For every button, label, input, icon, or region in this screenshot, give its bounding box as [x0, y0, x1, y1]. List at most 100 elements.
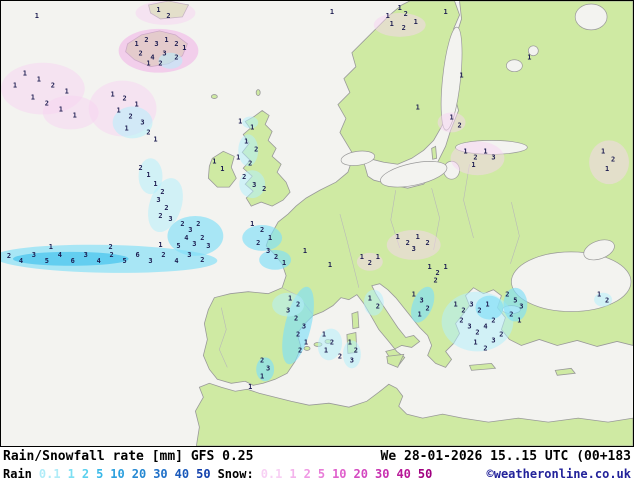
precip-value: 6: [135, 251, 139, 259]
precip-value: 3: [252, 181, 256, 189]
scale-value: 2: [303, 467, 311, 481]
precip-value: 1: [238, 117, 242, 125]
scale-value: 10: [332, 467, 347, 481]
precip-value: 2: [109, 243, 113, 251]
land-gotland: [431, 145, 438, 160]
rain-area: [112, 106, 153, 139]
precip-value: 2: [426, 239, 430, 247]
lake-onega: [527, 45, 539, 57]
precip-value: 1: [220, 165, 224, 173]
precip-value: 6: [71, 257, 75, 265]
precip-value: 1: [330, 8, 334, 16]
precip-value: 2: [146, 128, 150, 136]
snow-scale: 0.1 1 2 5 10 20 30 40 50: [261, 467, 433, 481]
precip-value: 3: [140, 118, 144, 126]
baltic-sea: [380, 161, 448, 188]
rain-area: [242, 116, 259, 129]
land-faroe: [210, 94, 218, 99]
rain-area: [242, 224, 283, 251]
snow-area: [135, 1, 196, 25]
precip-value: 2: [296, 330, 300, 338]
precip-value: 2: [200, 256, 204, 264]
precip-value: 2: [260, 356, 264, 364]
scale-value: 5: [317, 467, 326, 481]
precip-value: 1: [605, 165, 609, 173]
rain-area: [259, 249, 292, 270]
rain-area: [282, 286, 314, 365]
precip-value: 1: [386, 12, 390, 20]
sea-of-azov: [583, 239, 615, 261]
precip-value: 1: [324, 346, 328, 354]
precip-value: 1: [471, 161, 475, 169]
precip-value: 1: [49, 243, 53, 251]
rain-label: Rain: [3, 467, 32, 481]
precip-value: 3: [154, 40, 158, 48]
scale-value: 20: [131, 467, 147, 481]
precip-value: 1: [418, 311, 422, 319]
precip-value: 2: [509, 311, 513, 319]
land-cyprus: [554, 367, 576, 376]
skagerrak: [340, 150, 376, 166]
precip-value: 1: [153, 135, 157, 143]
precip-value: 1: [485, 301, 489, 309]
copyright: ©weatheronline.co.uk: [486, 467, 632, 481]
precip-value: 2: [248, 159, 252, 167]
precip-value: 4: [58, 251, 62, 259]
precip-value: 1: [31, 94, 35, 102]
rain-area: [317, 328, 343, 361]
precip-value: 2: [123, 95, 127, 103]
rain-area: [342, 340, 361, 369]
precip-value: 2: [180, 220, 184, 228]
precip-value: 1: [453, 301, 457, 309]
snow-area: [589, 140, 630, 185]
footer-title-row: Rain/Snowfall rate [mm] GFS 0.25 We 28-0…: [3, 449, 631, 464]
precip-value: 3: [32, 251, 36, 259]
precip-value: 2: [242, 173, 246, 181]
precip-value: 2: [605, 297, 609, 305]
precip-value: 2: [459, 317, 463, 325]
precip-value: 1: [398, 4, 402, 12]
precip-value: 2: [161, 251, 165, 259]
precip-value: 4: [150, 54, 154, 62]
precip-value: 3: [350, 356, 354, 364]
white-sea: [574, 3, 608, 31]
legend-row: Rain 0.1 1 2 5 10 20 30 40 50 Snow: 0.1 1 2 5 10 20 30…: [3, 467, 631, 481]
precip-value: 2: [110, 251, 114, 259]
precip-value: 2: [174, 40, 178, 48]
precip-value: 2: [256, 239, 260, 247]
scale-value: 0.1: [260, 467, 283, 481]
precip-value: 1: [117, 107, 121, 115]
precip-value: 1: [146, 171, 150, 179]
precip-value: 2: [338, 352, 342, 360]
snow-area: [450, 141, 505, 176]
precip-value: 3: [491, 336, 495, 344]
precip-value: 2: [45, 100, 49, 108]
precip-value: 1: [463, 147, 467, 155]
rain-area: [272, 292, 305, 317]
precip-value: 5: [123, 257, 127, 265]
precip-value: 2: [491, 317, 495, 325]
precip-value: 2: [473, 153, 477, 161]
land-crete: [468, 362, 497, 371]
precip-value: 2: [296, 301, 300, 309]
precip-value: 2: [164, 204, 168, 212]
rain-area-heavy: [12, 251, 129, 266]
precip-value: 1: [124, 124, 128, 132]
precip-value: 2: [499, 330, 503, 338]
precip-value: 1: [134, 40, 138, 48]
precip-value: 5: [176, 242, 180, 250]
precip-value: 1: [156, 6, 160, 14]
precip-value: 1: [416, 233, 420, 241]
precip-value: 1: [288, 295, 292, 303]
scale-value: 20: [353, 467, 368, 481]
rain-area: [411, 286, 435, 323]
precip-value: 1: [146, 60, 150, 68]
rain-area: [256, 357, 275, 382]
precip-value: 1: [304, 338, 308, 346]
precip-value: 1: [182, 44, 186, 52]
precip-value: 3: [469, 301, 473, 309]
snow-area: [437, 112, 466, 133]
